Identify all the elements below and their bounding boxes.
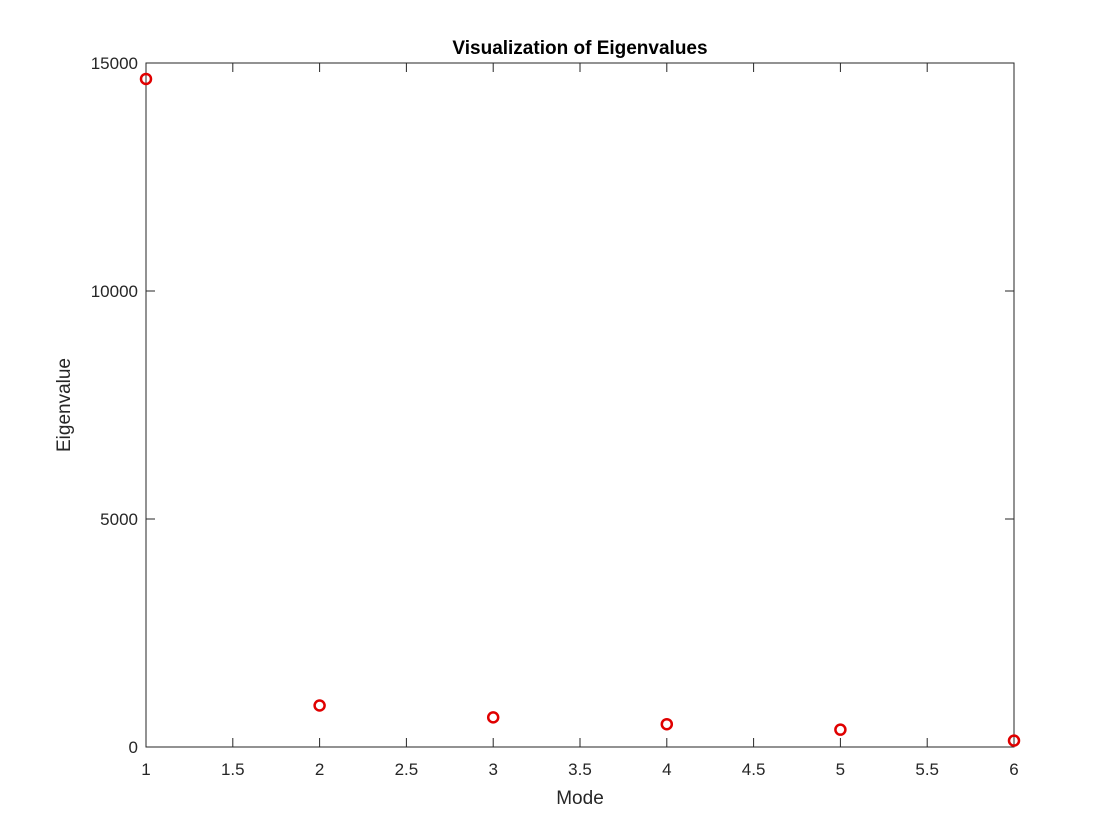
data-point xyxy=(1007,734,1021,747)
x-tick-label: 3.5 xyxy=(568,760,592,779)
y-tick-label: 5000 xyxy=(100,510,138,529)
x-tick-label: 2 xyxy=(315,760,324,779)
x-tick-label: 3 xyxy=(488,760,497,779)
data-point xyxy=(139,72,153,86)
y-tick-label: 10000 xyxy=(91,282,138,301)
y-axis-ticks: 0 5000 10000 15000 xyxy=(91,54,1014,757)
x-tick-label: 5.5 xyxy=(915,760,939,779)
x-axis-ticks: 1 1.5 2 2.5 3 3.5 4 4.5 5 5.5 6 xyxy=(141,63,1019,779)
data-point xyxy=(313,699,326,712)
chart-title: Visualization of Eigenvalues xyxy=(452,38,707,59)
data-point xyxy=(834,723,847,736)
x-tick-label: 4 xyxy=(662,760,671,779)
y-tick-label: 0 xyxy=(129,738,138,757)
x-tick-label: 6 xyxy=(1009,760,1018,779)
y-tick-label: 15000 xyxy=(91,54,138,73)
axes-box xyxy=(145,62,1015,748)
y-axis-label: Eigenvalue xyxy=(54,358,75,452)
data-point xyxy=(486,711,500,724)
x-tick-label: 4.5 xyxy=(742,760,766,779)
x-axis-label: Mode xyxy=(556,788,604,809)
x-tick-label: 1 xyxy=(141,760,150,779)
data-point xyxy=(660,717,674,731)
x-tick-label: 2.5 xyxy=(395,760,419,779)
x-tick-label: 5 xyxy=(836,760,845,779)
x-tick-label: 1.5 xyxy=(221,760,245,779)
data-points xyxy=(139,72,1021,747)
